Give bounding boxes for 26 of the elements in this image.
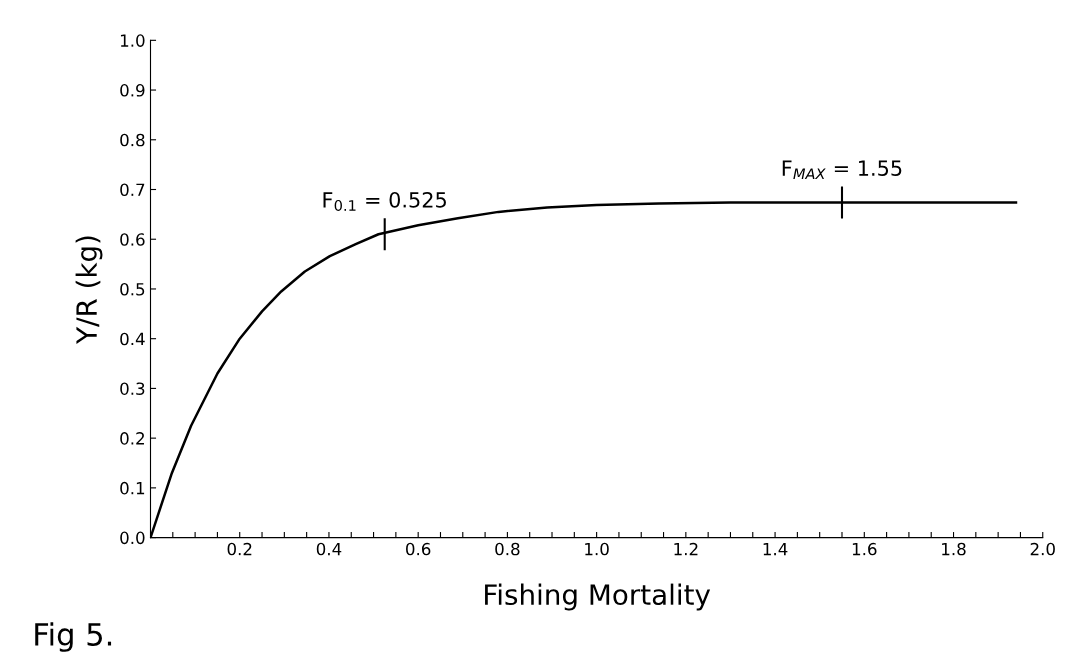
annotation: F$_{0.1}$ = 0.525 [323,191,446,212]
y-tick-label: 0.6 [120,233,145,246]
y-tick-label: 0.7 [120,183,145,197]
x-tick-label: 0.6 [406,542,431,556]
annotation: F$_{MAX}$ = 1.55 [782,160,902,180]
y-tick-label: 0.5 [120,282,145,296]
y-tick-label: 0.8 [120,133,145,147]
x-axis-title: Fishing Mortality [485,583,711,611]
y-axis-title: Y/R (kg) [75,236,103,344]
caption: Fig 5. [35,622,112,652]
y-tick-label: 0.0 [120,531,145,545]
x-tick-label: 2.0 [1030,542,1055,556]
x-tick-label: 1.2 [674,542,698,556]
y-tick-label: 0.3 [120,382,145,395]
y-tick-label: 0.9 [120,84,145,97]
y-tick-label: 1.0 [120,34,145,47]
x-tick-label: 1.6 [852,542,877,556]
x-tick-label: 1.8 [942,542,966,556]
y-tick-label: 0.1 [120,481,145,495]
x-tick-label: 1.4 [763,542,788,556]
x-tick-label: 0.4 [316,542,342,556]
y-tick-label: 0.4 [120,332,145,346]
x-tick-label: 1.0 [585,542,609,556]
y-tick-label: 0.2 [120,432,144,445]
x-tick-label: 0.8 [495,542,520,556]
x-tick-label: 0.2 [227,542,252,556]
